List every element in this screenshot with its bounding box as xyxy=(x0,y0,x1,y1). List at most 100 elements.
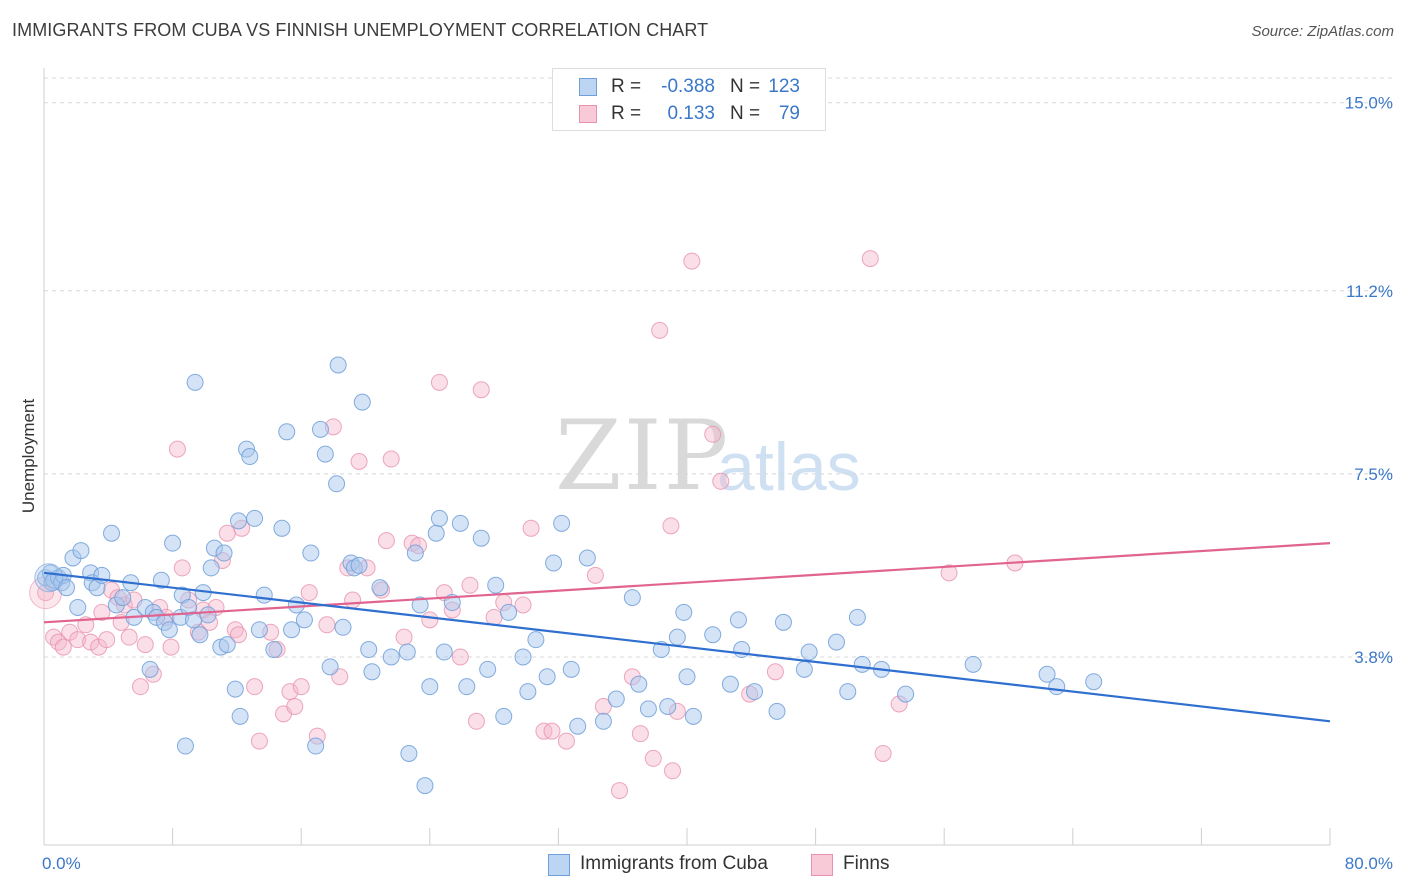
finns-point xyxy=(610,782,628,800)
cuba-point xyxy=(350,556,368,574)
finns-point xyxy=(631,725,649,743)
r-value: 0.133 xyxy=(667,103,715,124)
cuba-point xyxy=(704,626,722,644)
cuba-point xyxy=(675,603,693,621)
cuba-point xyxy=(307,737,325,755)
cuba-point xyxy=(774,613,792,631)
cuba-point xyxy=(495,707,513,725)
cuba-point xyxy=(545,554,563,572)
finns-point xyxy=(514,596,532,614)
finns-point xyxy=(485,608,503,626)
r-value: -0.388 xyxy=(661,76,715,97)
axis-labels: 3.8% 7.5% 11.2% 15.0% 0.0% 80.0% Unemployment xyxy=(19,94,1393,873)
r-label: R = xyxy=(611,103,642,124)
cuba-point xyxy=(1038,665,1056,683)
cuba-point xyxy=(141,660,159,678)
cuba-point xyxy=(311,420,329,438)
finns-point xyxy=(69,631,87,649)
finns-point xyxy=(586,566,604,584)
cuba-point xyxy=(255,586,273,604)
finns-point xyxy=(664,762,682,780)
cuba-point xyxy=(278,423,296,441)
cuba-point xyxy=(527,631,545,649)
cuba-point xyxy=(353,393,371,411)
cuba-point xyxy=(1048,678,1066,696)
cuba-point xyxy=(827,633,845,651)
x-tick-label: 0.0% xyxy=(42,854,81,873)
finns-point xyxy=(292,678,310,696)
cuba-point xyxy=(363,663,381,681)
finns-point xyxy=(644,749,662,767)
finns-points xyxy=(29,250,1024,800)
cuba-point xyxy=(897,685,915,703)
finns-point xyxy=(451,648,469,666)
cuba-point xyxy=(487,576,505,594)
cuba-point xyxy=(721,675,739,693)
cuba-point xyxy=(800,643,818,661)
cuba-point xyxy=(316,445,334,463)
finns-point xyxy=(131,678,149,696)
r-label: R = xyxy=(611,76,642,97)
finns-point xyxy=(861,250,879,268)
cuba-point xyxy=(230,512,248,530)
cuba-point xyxy=(199,606,217,624)
finns-point xyxy=(522,519,540,537)
finns-point xyxy=(712,472,730,490)
cuba-point xyxy=(623,589,641,607)
cuba-point xyxy=(435,643,453,661)
finns-point xyxy=(662,517,680,535)
cuba-point xyxy=(416,777,434,795)
axes xyxy=(43,68,1331,846)
finns-point xyxy=(218,524,236,542)
finns-point xyxy=(168,440,186,458)
n-value: 123 xyxy=(768,76,800,97)
y-tick-label: 7.5% xyxy=(1354,465,1393,484)
finns-trend-line xyxy=(43,542,1331,624)
legend-swatch-cuba xyxy=(579,78,597,96)
cuba-point xyxy=(226,680,244,698)
finns-point xyxy=(318,616,336,634)
finns-point xyxy=(543,722,561,740)
chart-title: IMMIGRANTS FROM CUBA VS FINNISH UNEMPLOY… xyxy=(12,20,709,40)
y-tick-label: 3.8% xyxy=(1354,648,1393,667)
cuba-point xyxy=(458,678,476,696)
finns-point xyxy=(120,628,138,646)
legend-swatch-finns xyxy=(579,105,597,123)
series-legend: Immigrants from Cuba Finns xyxy=(0,852,1406,878)
finns-point xyxy=(350,453,368,470)
cuba-point xyxy=(406,544,424,562)
finns-point xyxy=(49,633,67,651)
cuba-point xyxy=(246,509,264,527)
finns-point xyxy=(344,591,362,609)
finns-point xyxy=(461,576,479,594)
finns-point xyxy=(173,559,191,577)
legend-label-cuba: Immigrants from Cuba xyxy=(580,853,768,874)
finns-point xyxy=(704,425,722,443)
cuba-point xyxy=(684,707,702,725)
cuba-point xyxy=(72,542,90,560)
cuba-point xyxy=(1085,673,1103,691)
cuba-point xyxy=(427,524,445,542)
finns-point xyxy=(250,732,268,750)
finns-point xyxy=(98,631,116,649)
cuba-point xyxy=(164,534,182,552)
cuba-point xyxy=(250,621,268,639)
cuba-point xyxy=(329,356,347,374)
cuba-point xyxy=(328,475,346,493)
finns-point xyxy=(300,584,318,602)
cuba-point xyxy=(360,641,378,659)
cuba-point xyxy=(733,641,751,659)
finns-point xyxy=(382,450,400,468)
finns-point xyxy=(766,663,784,681)
finns-point xyxy=(430,373,448,391)
cuba-point xyxy=(191,626,209,644)
cuba-point xyxy=(607,690,625,708)
finns-point xyxy=(286,697,304,715)
finns-point xyxy=(940,564,958,582)
cuba-point xyxy=(451,514,469,532)
cuba-point xyxy=(538,668,556,686)
cuba-point-large xyxy=(34,563,64,593)
cuba-point xyxy=(186,373,204,391)
cuba-point xyxy=(421,678,439,696)
